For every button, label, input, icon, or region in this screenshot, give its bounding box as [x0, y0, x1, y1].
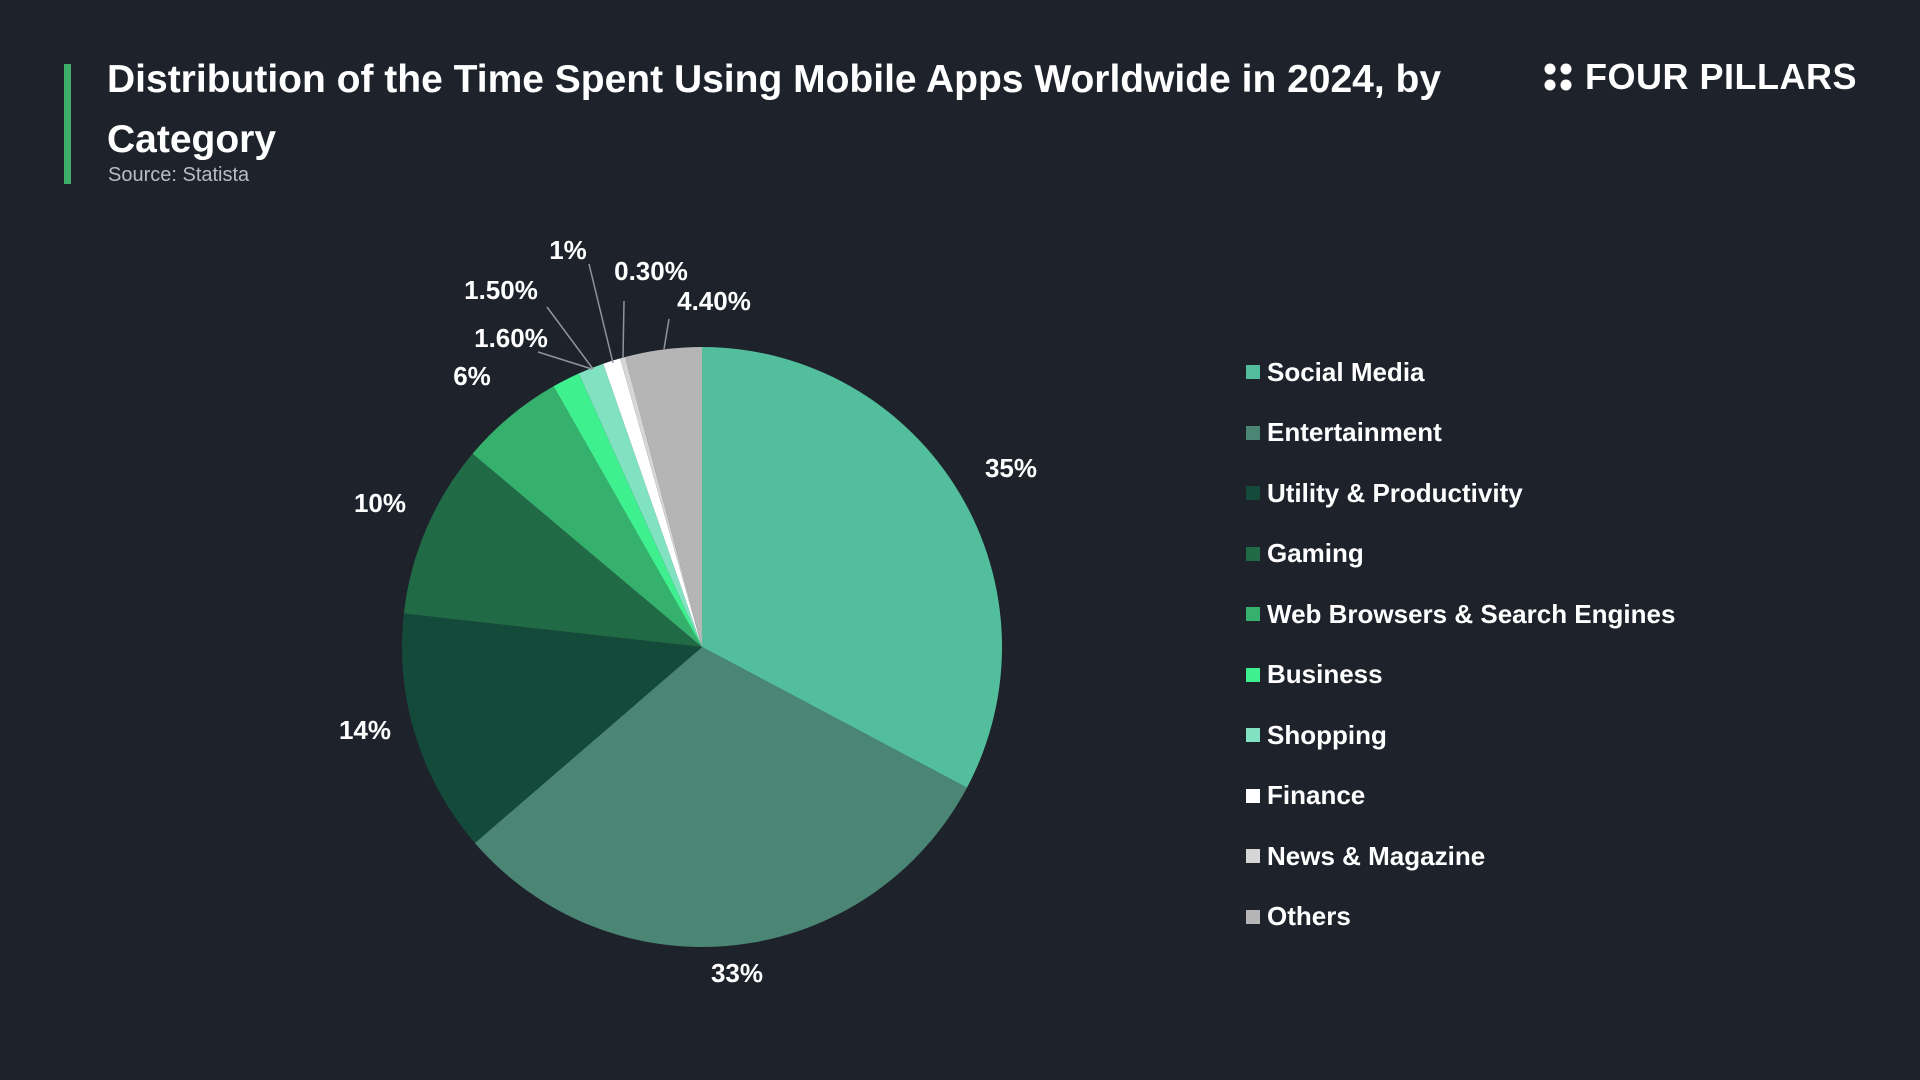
chart-legend: Social Media Entertainment Utility & Produ…: [1246, 342, 1675, 947]
data-label-utility-productivity: 14%: [339, 715, 391, 745]
data-label-shopping: 1.50%: [464, 275, 538, 305]
leader-line-business: [537, 351, 593, 370]
legend-item-shopping: Shopping: [1246, 705, 1675, 766]
pie-slice-business: [553, 373, 702, 647]
brand-name: FOUR PILLARS: [1585, 56, 1857, 97]
brand-logo: FOUR PILLARS: [1543, 56, 1857, 98]
legend-label: Shopping: [1267, 719, 1387, 750]
legend-swatch: [1246, 849, 1260, 864]
legend-label: Web Browsers & Search Engines: [1267, 598, 1676, 629]
legend-item-web-browsers-search-engines: Web Browsers & Search Engines: [1246, 584, 1675, 645]
legend-swatch: [1246, 607, 1260, 622]
pie-slice-social-media: [702, 347, 1003, 788]
pie-slice-finance: [603, 358, 702, 647]
legend-swatch: [1246, 365, 1260, 380]
data-label-gaming: 10%: [354, 488, 406, 518]
legend-label: Gaming: [1267, 538, 1364, 569]
legend-label: Utility & Productivity: [1267, 477, 1523, 508]
data-label-business: 1.60%: [474, 323, 548, 353]
legend-label: Finance: [1267, 780, 1366, 811]
legend-item-gaming: Gaming: [1246, 524, 1675, 585]
pie-slice-utility-productivity: [401, 613, 702, 843]
legend-item-business: Business: [1246, 645, 1675, 706]
pie-slice-entertainment: [474, 647, 967, 947]
legend-item-news-magazine: News & Magazine: [1246, 826, 1675, 887]
pie-slice-shopping: [578, 363, 702, 647]
legend-swatch: [1246, 788, 1260, 803]
leader-line-finance: [588, 263, 614, 364]
leader-line-news-magazine: [622, 300, 625, 359]
pie-slice-others: [625, 347, 702, 647]
leader-line-others: [663, 318, 670, 350]
legend-swatch: [1246, 486, 1260, 501]
data-label-web-browsers-search-engines: 6%: [453, 361, 491, 391]
data-label-others: 4.40%: [677, 286, 751, 316]
legend-item-others: Others: [1246, 887, 1675, 948]
legend-label: Others: [1267, 901, 1351, 932]
legend-item-finance: Finance: [1246, 766, 1675, 827]
pie-slice-web-browsers-search-engines: [472, 386, 702, 647]
legend-swatch: [1246, 667, 1260, 682]
legend-item-entertainment: Entertainment: [1246, 403, 1675, 464]
legend-item-utility-productivity: Utility & Productivity: [1246, 463, 1675, 524]
legend-label: News & Magazine: [1267, 840, 1486, 871]
title-accent-bar: [64, 64, 71, 184]
data-label-entertainment: 33%: [711, 958, 763, 988]
four-dots-icon: [1544, 63, 1572, 91]
source-note: Source: Statista: [108, 164, 250, 186]
data-label-finance: 1%: [549, 235, 587, 265]
leader-line-shopping: [546, 306, 594, 370]
pie-slice-gaming: [403, 453, 702, 647]
legend-label: Entertainment: [1267, 417, 1442, 448]
pie-slice-news-magazine: [620, 357, 702, 647]
legend-label: Social Media: [1267, 356, 1425, 387]
legend-swatch: [1246, 728, 1260, 743]
legend-label: Business: [1267, 659, 1383, 690]
page-title: Distribution of the Time Spent Using Mob…: [107, 58, 1442, 161]
data-label-news-magazine: 0.30%: [614, 256, 688, 286]
legend-swatch: [1246, 425, 1260, 440]
legend-swatch: [1246, 909, 1260, 924]
legend-swatch: [1246, 546, 1260, 561]
data-label-social-media: 35%: [985, 453, 1037, 483]
legend-item-social-media: Social Media: [1246, 342, 1675, 403]
